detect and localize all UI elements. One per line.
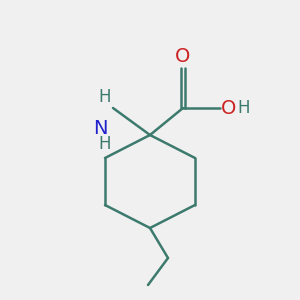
- Text: O: O: [175, 47, 191, 66]
- Text: H: H: [98, 135, 111, 153]
- Text: N: N: [94, 119, 108, 138]
- Text: H: H: [237, 99, 250, 117]
- Text: H: H: [98, 88, 111, 106]
- Text: O: O: [221, 98, 236, 118]
